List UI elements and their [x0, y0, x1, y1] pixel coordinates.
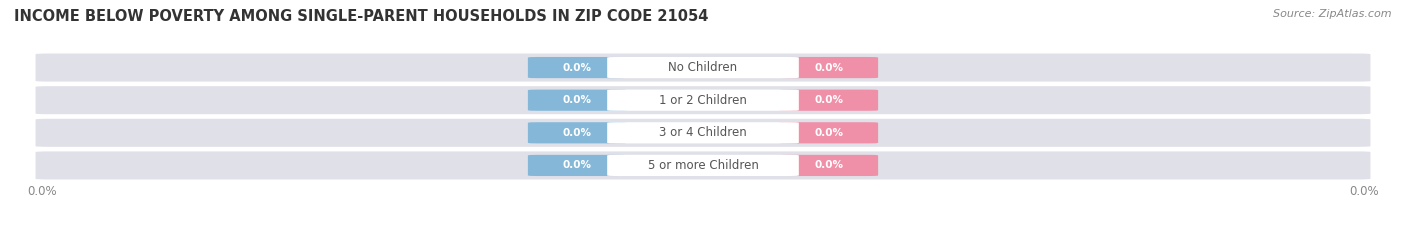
FancyBboxPatch shape — [35, 86, 1371, 114]
FancyBboxPatch shape — [607, 57, 799, 78]
FancyBboxPatch shape — [35, 54, 1371, 82]
Text: 0.0%: 0.0% — [814, 161, 844, 170]
FancyBboxPatch shape — [607, 122, 799, 143]
Text: 0.0%: 0.0% — [814, 95, 844, 105]
Text: 0.0%: 0.0% — [562, 128, 592, 138]
FancyBboxPatch shape — [779, 122, 879, 143]
FancyBboxPatch shape — [35, 119, 1371, 147]
FancyBboxPatch shape — [527, 90, 627, 111]
Text: 0.0%: 0.0% — [562, 95, 592, 105]
Text: 0.0%: 0.0% — [814, 128, 844, 138]
FancyBboxPatch shape — [607, 90, 799, 111]
FancyBboxPatch shape — [779, 90, 879, 111]
Text: INCOME BELOW POVERTY AMONG SINGLE-PARENT HOUSEHOLDS IN ZIP CODE 21054: INCOME BELOW POVERTY AMONG SINGLE-PARENT… — [14, 9, 709, 24]
Text: 1 or 2 Children: 1 or 2 Children — [659, 94, 747, 107]
FancyBboxPatch shape — [35, 151, 1371, 179]
Text: 5 or more Children: 5 or more Children — [648, 159, 758, 172]
Text: 0.0%: 0.0% — [814, 63, 844, 72]
FancyBboxPatch shape — [527, 122, 627, 143]
FancyBboxPatch shape — [779, 155, 879, 176]
Text: No Children: No Children — [668, 61, 738, 74]
Text: 0.0%: 0.0% — [562, 63, 592, 72]
FancyBboxPatch shape — [607, 155, 799, 176]
FancyBboxPatch shape — [779, 57, 879, 78]
Text: Source: ZipAtlas.com: Source: ZipAtlas.com — [1274, 9, 1392, 19]
FancyBboxPatch shape — [527, 57, 627, 78]
Text: 3 or 4 Children: 3 or 4 Children — [659, 126, 747, 139]
Text: 0.0%: 0.0% — [562, 161, 592, 170]
FancyBboxPatch shape — [527, 155, 627, 176]
